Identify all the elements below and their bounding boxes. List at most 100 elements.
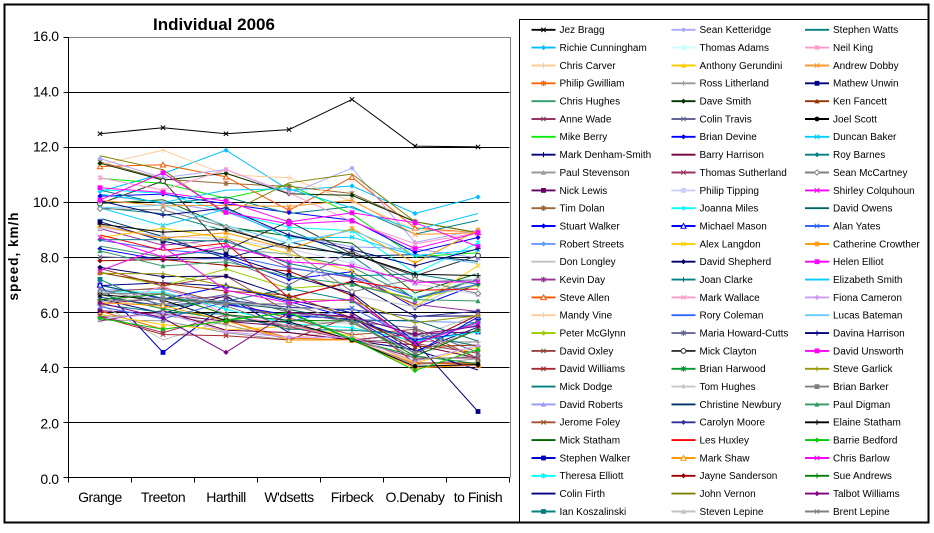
svg-text:Stephen Watts: Stephen Watts	[833, 25, 898, 36]
svg-text:Treeton: Treeton	[141, 489, 185, 505]
svg-text:Christine Newbury: Christine Newbury	[700, 400, 782, 411]
svg-text:Barrie Bedford: Barrie Bedford	[833, 436, 897, 447]
svg-text:Brian Devine: Brian Devine	[700, 132, 758, 143]
svg-text:Ross Litherland: Ross Litherland	[700, 79, 769, 90]
svg-text:Don Longley: Don Longley	[560, 257, 616, 268]
svg-text:Carolyn Moore: Carolyn Moore	[700, 418, 766, 429]
svg-text:Ian Koszalinski: Ian Koszalinski	[560, 507, 627, 518]
svg-text:Stephen Walker: Stephen Walker	[560, 453, 631, 464]
svg-text:Les Huxley: Les Huxley	[700, 436, 749, 447]
svg-text:Mick Dodge: Mick Dodge	[560, 382, 613, 393]
svg-text:14.0: 14.0	[33, 83, 59, 99]
svg-text:Joel Scott: Joel Scott	[833, 114, 877, 125]
svg-text:Anne Wade: Anne Wade	[560, 114, 612, 125]
svg-text:Anthony Gerundini: Anthony Gerundini	[700, 61, 783, 72]
svg-text:Nick Lewis: Nick Lewis	[560, 186, 608, 197]
svg-text:16.0: 16.0	[33, 28, 59, 44]
svg-text:Alex Langdon: Alex Langdon	[700, 239, 761, 250]
svg-text:Richie Cunningham: Richie Cunningham	[560, 43, 647, 54]
svg-text:Chris Barlow: Chris Barlow	[833, 453, 890, 464]
svg-text:Mick Clayton: Mick Clayton	[700, 346, 757, 357]
svg-text:6.0: 6.0	[40, 305, 59, 321]
svg-text:David Unsworth: David Unsworth	[833, 346, 904, 357]
svg-text:Jez Bragg: Jez Bragg	[560, 25, 605, 36]
svg-text:O.Denaby: O.Denaby	[385, 489, 445, 505]
svg-text:Mike Berry: Mike Berry	[560, 132, 608, 143]
svg-text:0.0: 0.0	[40, 471, 59, 487]
svg-text:Davina Harrison: Davina Harrison	[833, 329, 905, 340]
svg-text:10.0: 10.0	[33, 194, 59, 210]
svg-text:David Williams: David Williams	[560, 364, 626, 375]
svg-text:Individual 2006: Individual 2006	[153, 15, 275, 34]
svg-text:Harthill: Harthill	[206, 489, 246, 505]
svg-text:Philip Gwilliam: Philip Gwilliam	[560, 79, 625, 90]
svg-text:Maria Howard-Cutts: Maria Howard-Cutts	[700, 329, 789, 340]
svg-text:Andrew Dobby: Andrew Dobby	[833, 61, 899, 72]
svg-text:Colin Travis: Colin Travis	[700, 114, 752, 125]
svg-text:speed, km/h: speed, km/h	[6, 211, 21, 300]
svg-text:Joan Clarke: Joan Clarke	[700, 275, 754, 286]
svg-text:David Shepherd: David Shepherd	[700, 257, 772, 268]
svg-text:David Owens: David Owens	[833, 204, 892, 215]
svg-text:Dave Smith: Dave Smith	[700, 97, 752, 108]
svg-text:Stuart Walker: Stuart Walker	[560, 221, 621, 232]
svg-text:Mark Wallace: Mark Wallace	[700, 293, 761, 304]
svg-text:2.0: 2.0	[40, 416, 59, 432]
svg-text:Mandy Vine: Mandy Vine	[560, 311, 613, 322]
svg-text:4.0: 4.0	[40, 360, 59, 376]
svg-text:Rory Coleman: Rory Coleman	[700, 311, 764, 322]
svg-text:Lucas Bateman: Lucas Bateman	[833, 311, 903, 322]
svg-text:Barry Harrison: Barry Harrison	[700, 150, 764, 161]
svg-text:Brian Barker: Brian Barker	[833, 382, 889, 393]
svg-text:Mathew Unwin: Mathew Unwin	[833, 79, 899, 90]
svg-text:Ken Fancett: Ken Fancett	[833, 97, 887, 108]
svg-text:Steven Lepine: Steven Lepine	[700, 507, 764, 518]
svg-text:Elizabeth Smith: Elizabeth Smith	[833, 275, 902, 286]
svg-text:Chris Carver: Chris Carver	[560, 61, 617, 72]
svg-text:8.0: 8.0	[40, 250, 59, 266]
svg-text:David Roberts: David Roberts	[560, 400, 623, 411]
svg-text:Steve Garlick: Steve Garlick	[833, 364, 893, 375]
svg-text:Chris Hughes: Chris Hughes	[560, 97, 621, 108]
svg-text:Colin Firth: Colin Firth	[560, 489, 606, 500]
svg-text:12.0: 12.0	[33, 139, 59, 155]
svg-text:John Vernon: John Vernon	[700, 489, 756, 500]
svg-text:Firbeck: Firbeck	[331, 489, 375, 505]
svg-text:Joanna Miles: Joanna Miles	[700, 204, 759, 215]
svg-text:W'dsetts: W'dsetts	[264, 489, 314, 505]
svg-text:Shirley Colquhoun: Shirley Colquhoun	[833, 186, 915, 197]
svg-text:Michael Mason: Michael Mason	[700, 221, 767, 232]
svg-text:Paul Digman: Paul Digman	[833, 400, 890, 411]
svg-text:Talbot Williams: Talbot Williams	[833, 489, 900, 500]
svg-text:Thomas Adams: Thomas Adams	[700, 43, 769, 54]
svg-text:Catherine Crowther: Catherine Crowther	[833, 239, 920, 250]
svg-text:Sean Ketteridge: Sean Ketteridge	[700, 25, 772, 36]
svg-text:Tom Hughes: Tom Hughes	[700, 382, 756, 393]
svg-text:Alan Yates: Alan Yates	[833, 221, 880, 232]
svg-text:David Oxley: David Oxley	[560, 346, 614, 357]
svg-text:Duncan Baker: Duncan Baker	[833, 132, 897, 143]
svg-text:Helen Elliot: Helen Elliot	[833, 257, 884, 268]
svg-text:Steve Allen: Steve Allen	[560, 293, 610, 304]
svg-text:Brent Lepine: Brent Lepine	[833, 507, 890, 518]
svg-text:Neil King: Neil King	[833, 43, 873, 54]
svg-text:Mark Shaw: Mark Shaw	[700, 453, 751, 464]
svg-text:Jayne Sanderson: Jayne Sanderson	[700, 471, 778, 482]
svg-text:Theresa Elliott: Theresa Elliott	[560, 471, 624, 482]
svg-text:Brian Harwood: Brian Harwood	[700, 364, 766, 375]
svg-text:Roy Barnes: Roy Barnes	[833, 150, 885, 161]
svg-text:Kevin Day: Kevin Day	[560, 275, 606, 286]
svg-text:Peter McGlynn: Peter McGlynn	[560, 329, 626, 340]
svg-text:Sue Andrews: Sue Andrews	[833, 471, 892, 482]
svg-text:Robert Streets: Robert Streets	[560, 239, 624, 250]
svg-text:Mark Denham-Smith: Mark Denham-Smith	[560, 150, 652, 161]
svg-text:Mick Statham: Mick Statham	[560, 436, 621, 447]
svg-text:Philip Tipping: Philip Tipping	[700, 186, 759, 197]
svg-text:Tim Dolan: Tim Dolan	[560, 204, 605, 215]
svg-text:Fiona Cameron: Fiona Cameron	[833, 293, 902, 304]
svg-text:Paul Stevenson: Paul Stevenson	[560, 168, 630, 179]
svg-text:Jerome Foley: Jerome Foley	[560, 418, 621, 429]
svg-text:Thomas Sutherland: Thomas Sutherland	[700, 168, 787, 179]
svg-text:Elaine Statham: Elaine Statham	[833, 418, 901, 429]
svg-text:to Finish: to Finish	[454, 489, 502, 505]
